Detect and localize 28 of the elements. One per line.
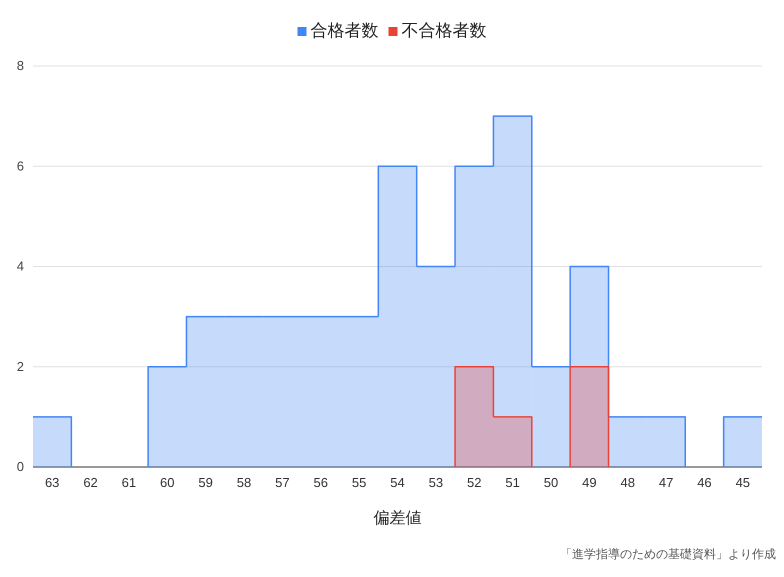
text: 「進学指導のための基礎資料」より作成 — [560, 547, 776, 561]
x-tick-label: 55 — [352, 475, 366, 490]
x-tick-label: 59 — [198, 475, 213, 490]
y-tick-label: 8 — [16, 58, 24, 73]
x-tick-label: 60 — [160, 475, 175, 490]
y-tick-label: 0 — [16, 459, 24, 474]
x-tick-label: 54 — [390, 475, 405, 490]
x-tick-label: 51 — [505, 475, 520, 490]
x-tick-label: 56 — [314, 475, 328, 490]
x-tick-label: 47 — [658, 475, 674, 490]
x-tick-label: 49 — [582, 475, 597, 490]
y-tick-label: 2 — [16, 358, 24, 374]
x-tick-label: 63 — [44, 475, 60, 490]
x-tick-label: 52 — [467, 475, 482, 490]
x-tick-label: 58 — [236, 475, 252, 490]
x-tick-label: 45 — [736, 475, 750, 490]
x-tick-label: 48 — [620, 475, 635, 490]
x-tick-label: 57 — [275, 475, 290, 490]
x-tick-label: 62 — [83, 475, 98, 490]
x-tick-label: 46 — [697, 475, 712, 490]
legend-label: 不合格者数 — [402, 21, 486, 40]
legend-label: 合格者数 — [310, 21, 378, 40]
x-axis-title: 偏差値 — [374, 509, 422, 527]
x-tick-label: 61 — [122, 475, 136, 490]
x-tick-label: 53 — [428, 475, 444, 490]
x-tick-label: 50 — [544, 475, 558, 490]
y-tick-label: 6 — [16, 158, 24, 174]
y-tick-label: 4 — [16, 258, 24, 274]
